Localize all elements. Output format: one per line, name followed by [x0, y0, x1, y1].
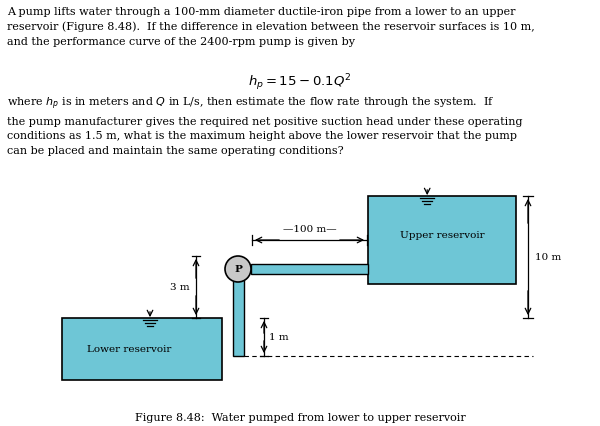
Text: Upper reservoir: Upper reservoir — [400, 231, 484, 240]
Text: —100 m—: —100 m— — [283, 225, 337, 234]
Bar — [233, 265, 244, 356]
Text: A pump lifts water through a 100-mm diameter ductile-iron pipe from a lower to a: A pump lifts water through a 100-mm diam… — [7, 7, 535, 47]
Bar — [251, 264, 368, 274]
Text: Figure 8.48:  Water pumped from lower to upper reservoir: Figure 8.48: Water pumped from lower to … — [134, 413, 466, 423]
Text: 10 m: 10 m — [535, 253, 561, 262]
Text: 1 m: 1 m — [269, 333, 289, 342]
Bar — [368, 196, 516, 284]
Circle shape — [225, 256, 251, 282]
Text: $h_p = 15-0.1Q^2$: $h_p = 15-0.1Q^2$ — [248, 72, 352, 92]
Text: where $h_p$ is in meters and $Q$ in L/s, then estimate the flow rate through the: where $h_p$ is in meters and $Q$ in L/s,… — [7, 96, 523, 155]
Text: 3 m: 3 m — [170, 282, 190, 291]
Bar — [62, 318, 222, 380]
Text: Lower reservoir: Lower reservoir — [87, 345, 172, 354]
Text: P: P — [234, 265, 242, 273]
